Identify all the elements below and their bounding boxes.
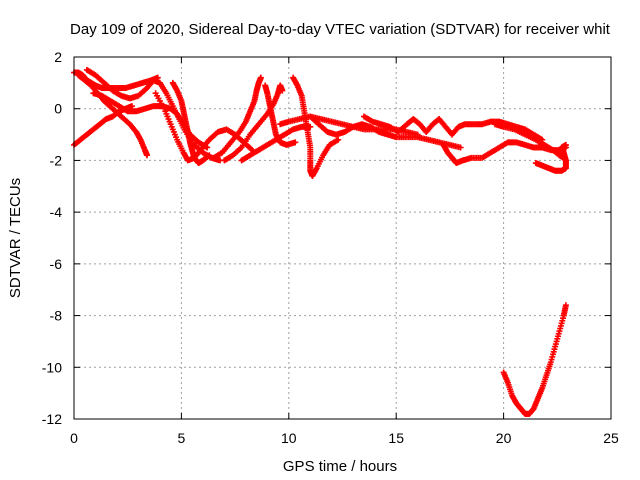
x-tick-label: 20 (496, 430, 512, 446)
series-pass-14 (307, 113, 464, 151)
data-point (335, 136, 342, 143)
x-axis-label: GPS time / hours (283, 458, 397, 475)
data-point (562, 302, 569, 309)
y-tick-label: 0 (54, 101, 62, 117)
series-pass-12 (290, 74, 342, 179)
plot-frame (73, 56, 612, 420)
x-tick-label: 25 (603, 430, 619, 446)
y-tick-label: -10 (42, 359, 62, 375)
data-point (128, 103, 135, 110)
data-point (292, 139, 299, 146)
data-point (279, 87, 286, 94)
y-tick-label: -12 (42, 411, 62, 427)
y-tick-label: -6 (50, 256, 63, 272)
x-tick-label: 15 (388, 430, 404, 446)
grid-lines (74, 57, 611, 419)
series-pass-6 (169, 79, 213, 167)
data-point (205, 153, 212, 160)
series-pass-19 (500, 302, 569, 417)
series-pass-9 (221, 82, 286, 164)
data-point (206, 152, 213, 159)
y-tick-label: -2 (50, 152, 63, 168)
y-tick-label: -8 (50, 308, 63, 324)
x-tick-label: 10 (281, 430, 297, 446)
data-point (562, 141, 569, 148)
series-pass-7 (152, 90, 256, 164)
y-tick-label: 2 (54, 49, 62, 65)
data-point (307, 123, 314, 130)
series-pass-8 (210, 74, 264, 161)
y-tick-label: -4 (50, 204, 63, 220)
x-tick-label: 0 (70, 430, 78, 446)
series-pass-11 (262, 82, 299, 148)
series-pass-16 (440, 139, 569, 167)
data-points (71, 66, 569, 417)
data-point (257, 74, 264, 81)
chart-title: Day 109 of 2020, Sidereal Day-to-day VTE… (70, 21, 611, 38)
series-pass-18 (532, 141, 569, 174)
x-tick-label: 5 (178, 430, 186, 446)
series-pass-15 (360, 113, 546, 143)
y-axis-label: SDTVAR / TECUs (7, 178, 24, 298)
data-point (457, 144, 464, 151)
data-point (144, 152, 151, 159)
